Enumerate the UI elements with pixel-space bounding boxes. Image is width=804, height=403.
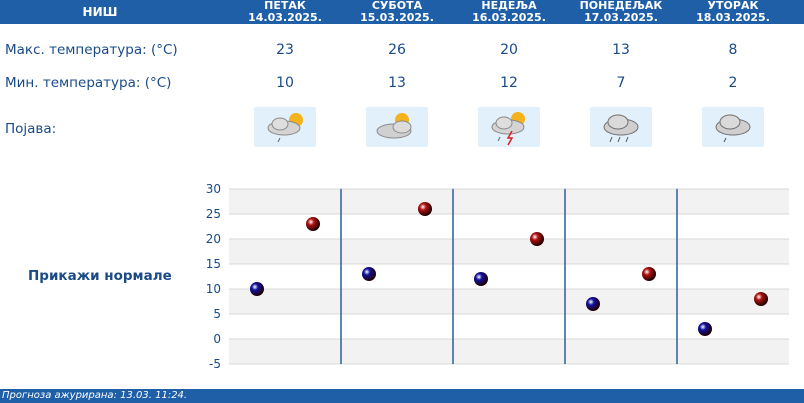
max-temp-point: [754, 292, 768, 306]
day-header: НЕДЕЉА 16.03.2025.: [453, 0, 565, 24]
city-name: НИШ: [82, 5, 118, 19]
y-tick-label: 20: [206, 232, 221, 246]
max-temp-point: [530, 232, 544, 246]
max-temp-label: Макс. температура: (°C): [5, 42, 178, 58]
y-tick-label: 25: [206, 207, 221, 221]
min-temp-point: [586, 297, 600, 311]
max-temp-point: [306, 217, 320, 231]
partly-cloudy-thunderstorm-icon: [478, 107, 540, 147]
day-name: ПОНЕДЕЉАК: [579, 0, 663, 12]
max-temp-value: 26: [388, 42, 406, 58]
cloudy-rain-icon: [590, 107, 652, 147]
min-temp-value: 7: [616, 75, 626, 91]
min-temp-value: 13: [388, 75, 406, 91]
day-name: НЕДЕЉА: [481, 0, 537, 12]
day-date: 17.03.2025.: [584, 11, 658, 24]
max-temp-value: 8: [728, 42, 738, 58]
chart-band: [229, 339, 789, 364]
min-temp-point: [474, 272, 488, 286]
day-header: УТОРАК 18.03.2025.: [677, 0, 789, 24]
day-date: 14.03.2025.: [248, 11, 322, 24]
y-tick-label: 30: [206, 182, 221, 196]
max-temp-value: 23: [276, 42, 294, 58]
phenomenon-label: Појава:: [5, 121, 57, 137]
min-temp-label: Мин. температура: (°C): [5, 75, 172, 91]
min-temp-point: [698, 322, 712, 336]
chart-band: [229, 314, 789, 339]
y-tick-label: 10: [206, 282, 221, 296]
max-temp-value: 20: [500, 42, 518, 58]
header-bar: НИШ ПЕТАК 14.03.2025. СУБОТА 15.03.2025.…: [0, 0, 804, 24]
min-temp-point: [362, 267, 376, 281]
chart-band: [229, 239, 789, 264]
min-temp-value: 10: [276, 75, 294, 91]
y-tick-label: 0: [213, 332, 221, 346]
footer-bar: Прогноза ажурирана: 13.03. 11:24.: [0, 389, 804, 403]
y-tick-label: 15: [206, 257, 221, 271]
day-header: ПЕТАК 14.03.2025.: [229, 0, 341, 24]
day-name: ПЕТАК: [264, 0, 306, 12]
min-temp-value: 2: [728, 75, 738, 91]
day-header: СУБОТА 15.03.2025.: [341, 0, 453, 24]
y-tick-label: -5: [209, 357, 221, 371]
max-temp-point: [642, 267, 656, 281]
forecast-updated-text: Прогноза ажурирана: 13.03. 11:24.: [2, 390, 188, 401]
day-date: 15.03.2025.: [360, 11, 434, 24]
partly-cloudy-icon: [366, 107, 428, 147]
day-date: 16.03.2025.: [472, 11, 546, 24]
day-name: УТОРАК: [707, 0, 759, 12]
chart-band: [229, 214, 789, 239]
chart-band: [229, 264, 789, 289]
chart-band: [229, 189, 789, 214]
partly-cloudy-light-rain-icon: [254, 107, 316, 147]
y-tick-label: 5: [213, 307, 221, 321]
min-temp-point: [250, 282, 264, 296]
day-name: СУБОТА: [371, 0, 423, 12]
chart-band: [229, 289, 789, 314]
min-temp-value: 12: [500, 75, 518, 91]
day-date: 18.03.2025.: [696, 11, 770, 24]
cloudy-light-rain-icon: [702, 107, 764, 147]
max-temp-point: [418, 202, 432, 216]
show-normals-link[interactable]: Прикажи нормале: [28, 268, 172, 284]
day-header: ПОНЕДЕЉАК 17.03.2025.: [565, 0, 677, 24]
max-temp-value: 13: [612, 42, 630, 58]
